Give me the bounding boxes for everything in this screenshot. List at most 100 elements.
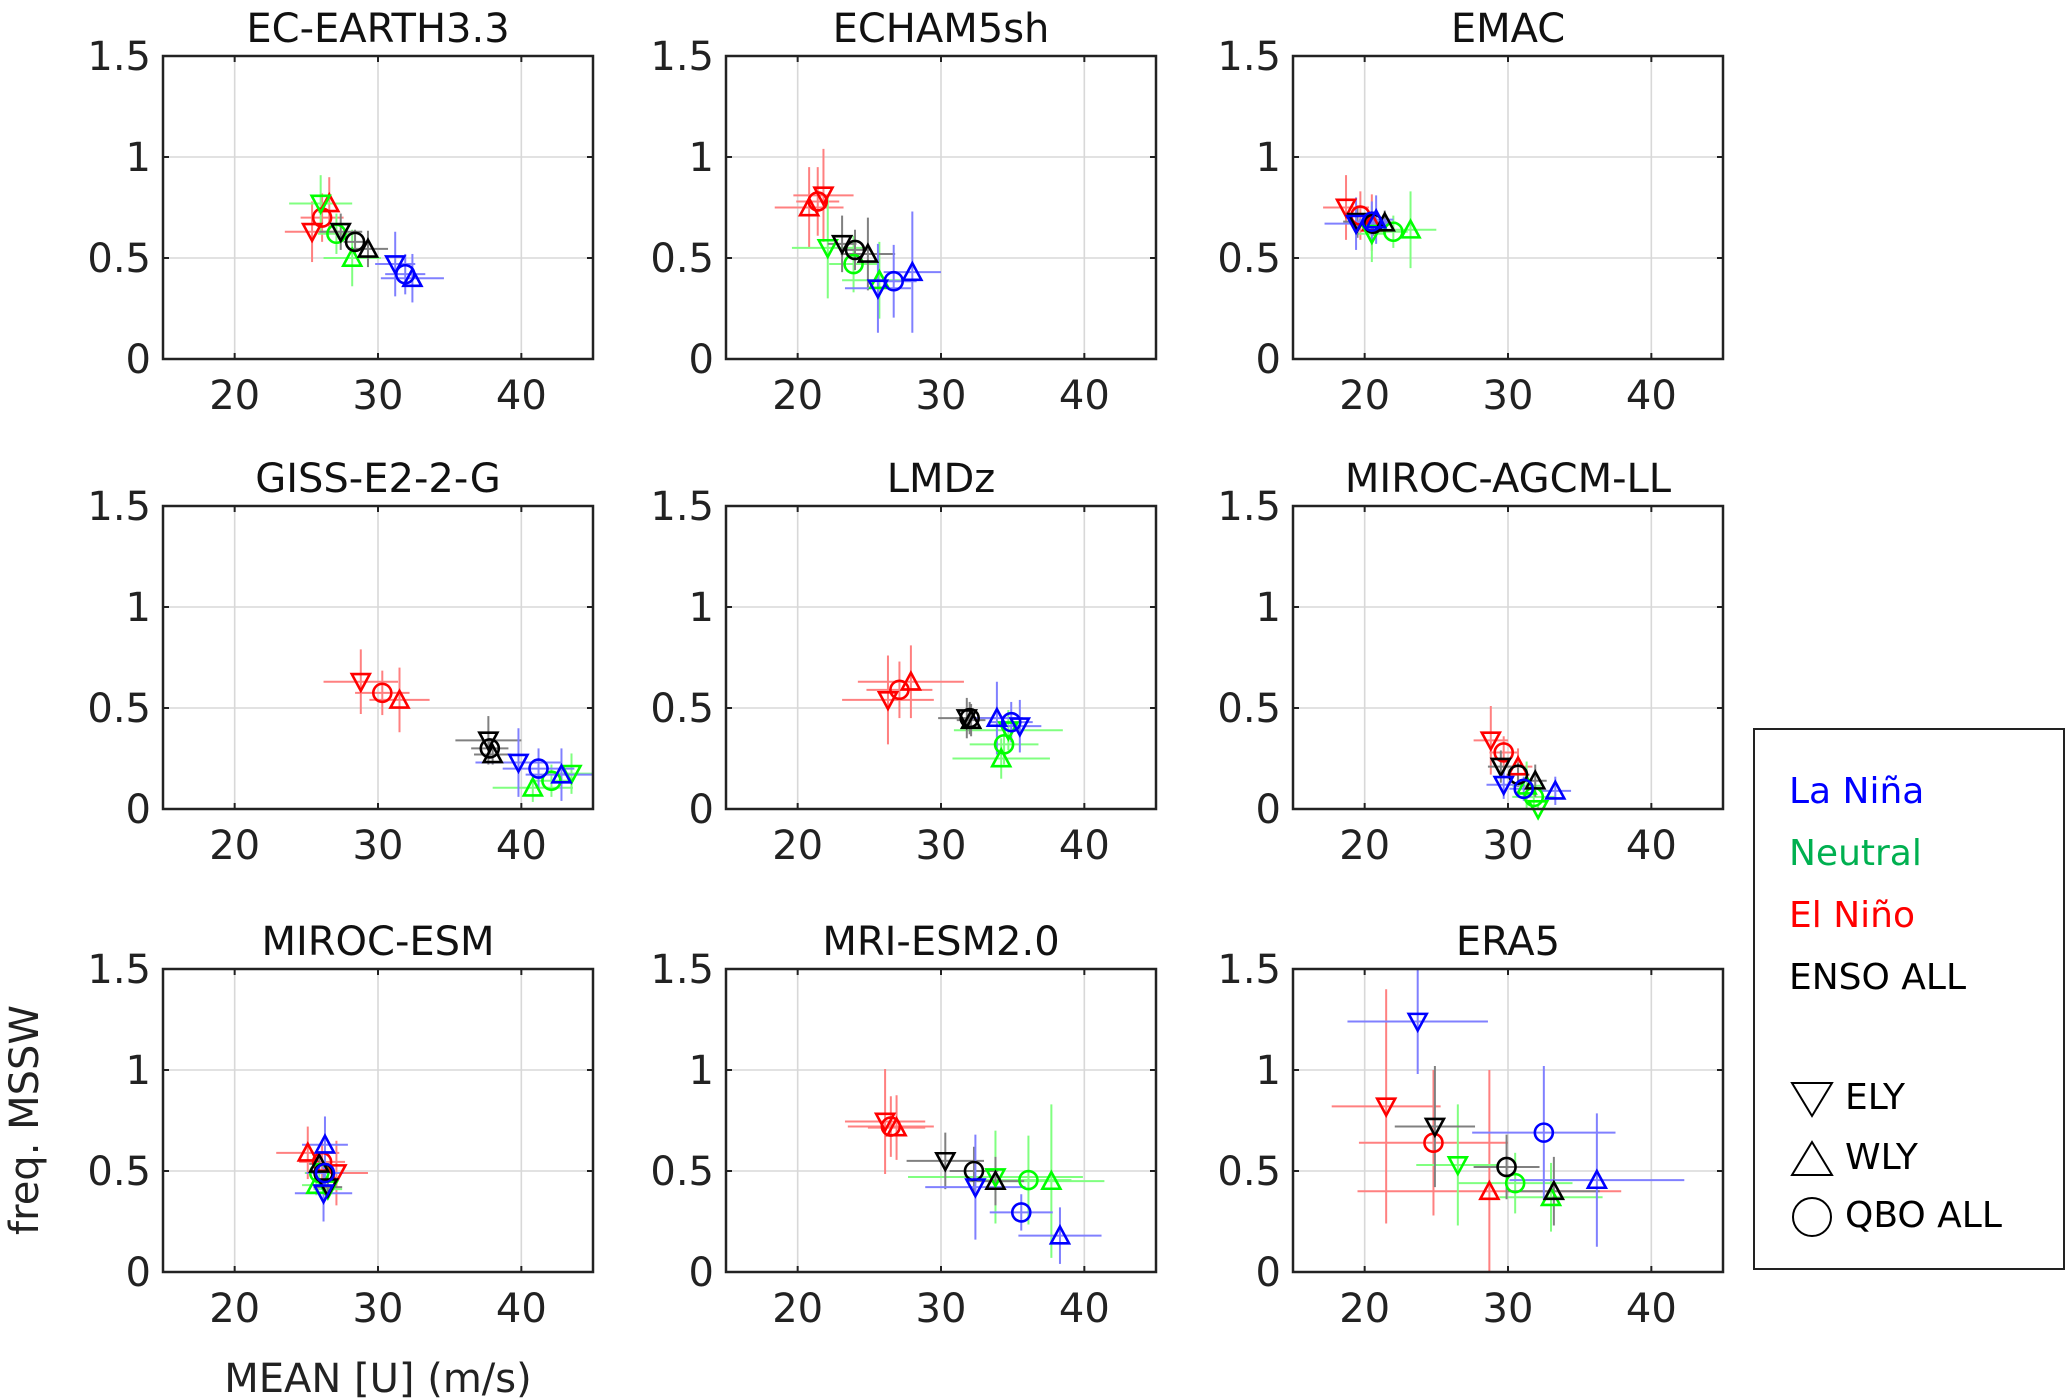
point-all-wly bbox=[481, 742, 504, 764]
point-lanina-qbo bbox=[1010, 1202, 1032, 1223]
axes-frame bbox=[724, 504, 1158, 811]
point-lanina-wly bbox=[313, 1133, 337, 1154]
legend-label: QBO ALL bbox=[1845, 1195, 2002, 1236]
legend-label: WLY bbox=[1845, 1137, 1918, 1178]
point-lanina-ely bbox=[507, 753, 530, 775]
y-tick-label: 0 bbox=[126, 1250, 151, 1296]
legend-item-la-nina: La Niña bbox=[1789, 772, 1924, 812]
x-tick-label: 30 bbox=[1483, 1286, 1534, 1332]
axes-frame bbox=[161, 504, 595, 811]
legend-item-neutral: Neutral bbox=[1789, 834, 1922, 874]
y-tick-label: 1.5 bbox=[650, 484, 714, 530]
x-tick-label: 40 bbox=[496, 1286, 547, 1332]
axes-frame bbox=[724, 54, 1158, 361]
y-tick-label: 0 bbox=[1256, 1250, 1281, 1296]
legend-label: Neutral bbox=[1789, 833, 1922, 874]
point-lanina-wly bbox=[985, 706, 1009, 728]
point-elnino-ely bbox=[1334, 198, 1358, 220]
panel-title: ERA5 bbox=[1456, 919, 1560, 965]
point-all-qbo bbox=[479, 738, 501, 759]
point-neutral-qbo bbox=[1383, 221, 1404, 243]
y-tick-label: 0 bbox=[1256, 337, 1281, 383]
x-tick-label: 40 bbox=[496, 823, 547, 869]
panel-giss-e2-2-g: 20 30 40 0 0.5 1 1.5 GISS-E2-2-G bbox=[87, 456, 595, 869]
y-tick-label: 0.5 bbox=[1217, 236, 1281, 282]
x-tick-label: 40 bbox=[496, 373, 547, 419]
point-elnino-ely bbox=[300, 222, 324, 244]
y-tick-label: 1 bbox=[126, 1048, 151, 1094]
point-all-ely bbox=[329, 222, 352, 244]
point-lanina-wly bbox=[1544, 779, 1567, 800]
panel-title: ECHAM5sh bbox=[833, 6, 1050, 52]
point-elnino-qbo bbox=[371, 682, 393, 704]
x-tick-label: 20 bbox=[1339, 1286, 1390, 1332]
point-all-ely bbox=[934, 1151, 957, 1173]
point-all-qbo bbox=[1496, 1156, 1517, 1178]
data-layer bbox=[1331, 969, 1685, 1272]
x-tick-label: 20 bbox=[209, 1286, 260, 1332]
legend-label: El Niño bbox=[1789, 895, 1915, 936]
x-tick-label: 30 bbox=[1483, 823, 1534, 869]
x-tick-label: 30 bbox=[916, 373, 967, 419]
legend-item-wly: WLY bbox=[1789, 1138, 1918, 1179]
point-lanina-ely bbox=[384, 255, 407, 276]
y-tick-label: 0.5 bbox=[87, 1149, 151, 1195]
point-elnino-ely bbox=[812, 186, 835, 208]
legend-item-qbo-all: QBO ALL bbox=[1789, 1196, 2002, 1237]
point-lanina-qbo bbox=[1513, 778, 1535, 800]
point-lanina-ely bbox=[964, 1178, 987, 1199]
y-tick-label: 1 bbox=[126, 135, 151, 181]
panel-title: EMAC bbox=[1451, 6, 1565, 52]
point-lanina-wly bbox=[401, 266, 424, 288]
x-tick-label: 40 bbox=[1626, 823, 1677, 869]
panel-title: MRI-ESM2.0 bbox=[822, 919, 1059, 965]
x-tick-label: 20 bbox=[1339, 373, 1390, 419]
y-tick-label: 1.5 bbox=[1217, 484, 1281, 530]
point-all-wly bbox=[356, 237, 380, 258]
point-neutral-qbo bbox=[1018, 1169, 1039, 1191]
axes-frame bbox=[1291, 967, 1725, 1274]
panel-miroc-agcm-ll: 20 30 40 0 0.5 1 1.5 MIROC-AGCM-LL bbox=[1217, 456, 1725, 869]
y-tick-label: 0.5 bbox=[650, 1149, 714, 1195]
y-tick-label: 1.5 bbox=[87, 484, 151, 530]
y-tick-label: 1 bbox=[689, 585, 714, 631]
point-neutral-wly bbox=[1040, 1169, 1063, 1191]
y-tick-label: 0.5 bbox=[1217, 1149, 1281, 1195]
legend-label: La Niña bbox=[1789, 771, 1925, 812]
x-tick-label: 30 bbox=[916, 1286, 967, 1332]
legend-label: ENSO ALL bbox=[1789, 957, 1967, 998]
y-tick-label: 0.5 bbox=[87, 236, 151, 282]
point-elnino-qbo bbox=[1493, 742, 1514, 763]
point-all-wly bbox=[1542, 1179, 1566, 1201]
point-lanina-ely bbox=[312, 1184, 335, 1205]
axes-frame bbox=[161, 54, 595, 361]
point-all-qbo bbox=[1507, 764, 1529, 785]
axes-frame bbox=[1291, 54, 1725, 361]
point-neutral-wly bbox=[521, 776, 544, 797]
point-all-wly bbox=[984, 1169, 1007, 1191]
x-tick-label: 40 bbox=[1626, 373, 1677, 419]
y-tick-label: 1 bbox=[689, 1048, 714, 1094]
y-tick-label: 0 bbox=[1256, 787, 1281, 833]
y-tick-label: 0 bbox=[689, 337, 714, 383]
point-all-qbo bbox=[344, 231, 366, 253]
point-lanina-qbo bbox=[883, 270, 905, 292]
y-tick-label: 0 bbox=[126, 337, 151, 383]
y-tick-label: 0 bbox=[689, 787, 714, 833]
legend: La Niña Neutral El Niño ENSO ALL ELY WLY… bbox=[1753, 728, 2065, 1270]
y-tick-label: 1 bbox=[126, 585, 151, 631]
legend-item-el-nino: El Niño bbox=[1789, 896, 1915, 936]
point-all-wly bbox=[959, 708, 983, 730]
y-tick-label: 1 bbox=[689, 135, 714, 181]
axes-frame bbox=[161, 967, 595, 1274]
x-tick-label: 30 bbox=[916, 823, 967, 869]
panel-title: MIROC-ESM bbox=[261, 919, 494, 965]
point-elnino-wly bbox=[388, 688, 411, 709]
point-lanina-wly bbox=[1364, 207, 1388, 229]
x-tick-label: 20 bbox=[209, 823, 260, 869]
y-tick-label: 0.5 bbox=[87, 686, 151, 732]
point-neutral-wly bbox=[990, 746, 1013, 768]
x-tick-label: 30 bbox=[353, 823, 404, 869]
point-lanina-qbo bbox=[1533, 1122, 1555, 1143]
